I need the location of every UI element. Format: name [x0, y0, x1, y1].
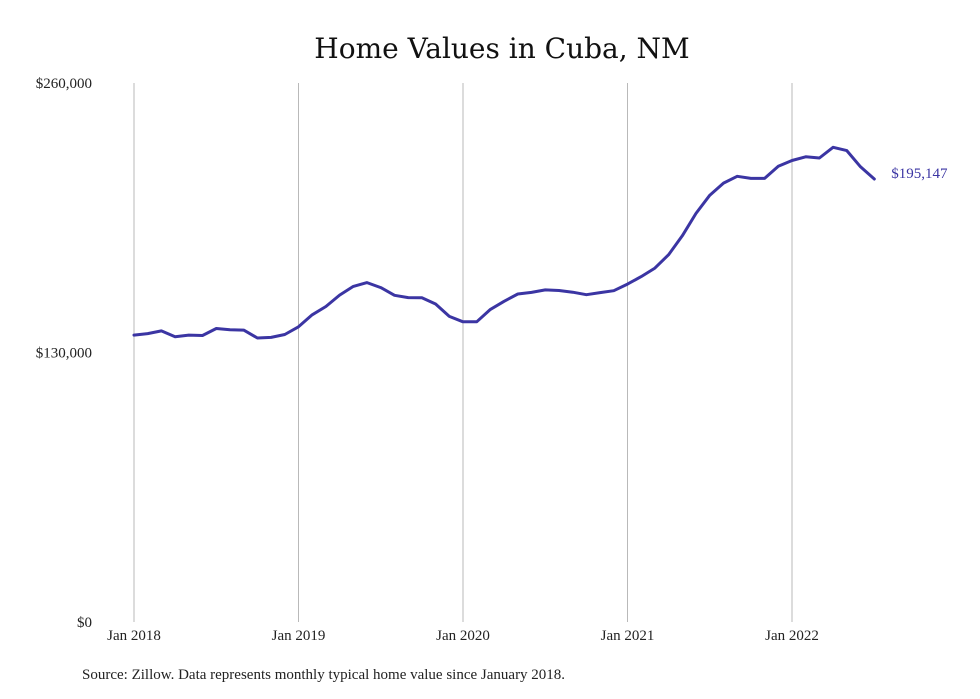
x-axis: Jan 2018 Jan 2019 Jan 2020 Jan 2021 Jan 2022	[107, 628, 819, 644]
y-tick-label: $130,000	[36, 346, 92, 362]
gridlines	[133, 83, 793, 622]
x-tick-label: Jan 2018	[107, 628, 161, 644]
x-tick-label: Jan 2020	[436, 628, 490, 644]
home-value-line	[132, 145, 876, 340]
latest-value-label: $195,147	[891, 166, 948, 182]
source-note: Source: Zillow. Data represents monthly …	[82, 667, 566, 683]
x-tick-label: Jan 2019	[272, 628, 326, 644]
chart-title: Home Values in Cuba, NM	[314, 32, 690, 65]
y-tick-label: $260,000	[36, 76, 92, 92]
x-tick-label: Jan 2022	[765, 628, 819, 644]
y-axis: $0 $130,000 $260,000	[36, 76, 92, 631]
x-tick-label: Jan 2021	[601, 628, 655, 644]
y-tick-label: $0	[77, 615, 92, 631]
